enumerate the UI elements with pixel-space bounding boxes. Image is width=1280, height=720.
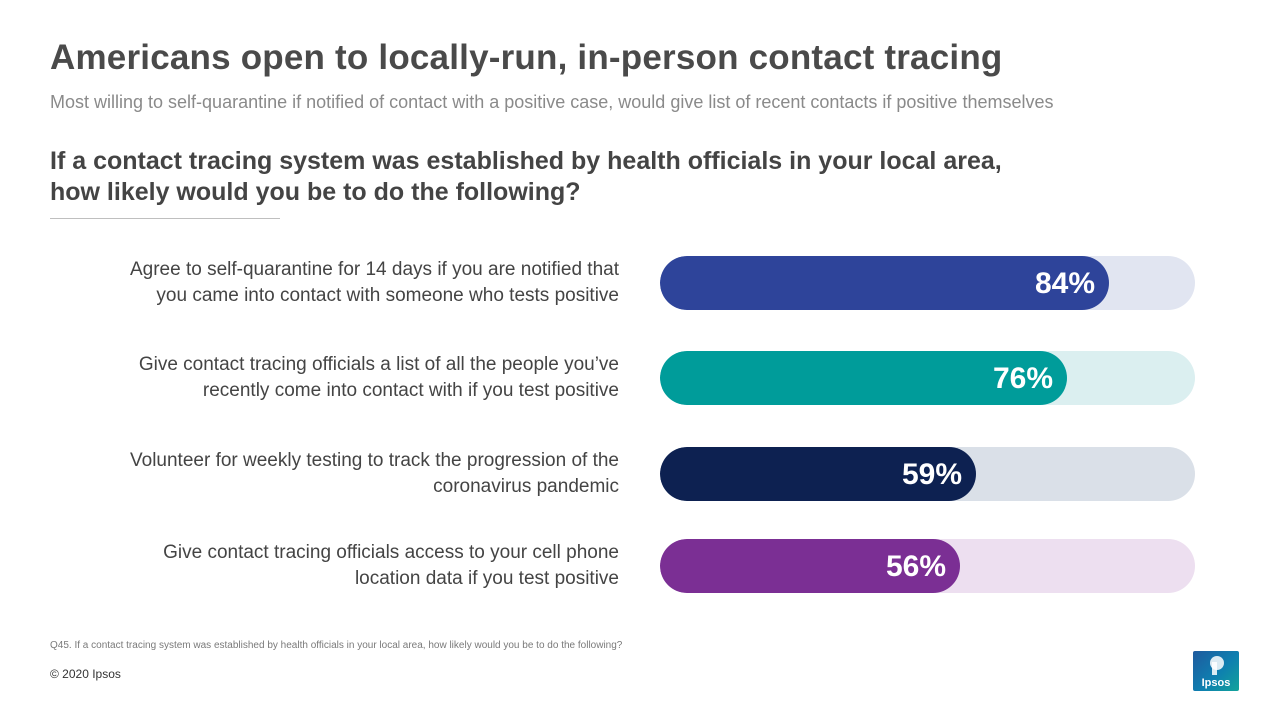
- category-label-line: you came into contact with someone who t…: [156, 285, 619, 306]
- category-label-line: Give contact tracing officials a list of…: [138, 354, 619, 375]
- category-label-line: location data if you test positive: [354, 568, 619, 589]
- footnote: Q45. If a contact tracing system was est…: [50, 640, 623, 651]
- category-label: Volunteer for weekly testing to track th…: [50, 448, 619, 500]
- category-label: Give contact tracing officials access to…: [50, 540, 619, 592]
- category-label: Give contact tracing officials a list of…: [50, 352, 619, 404]
- bar-track: 84%: [660, 256, 1195, 310]
- category-label-line: coronavirus pandemic: [433, 476, 619, 497]
- category-label-line: Volunteer for weekly testing to track th…: [130, 450, 619, 471]
- bar: [660, 256, 1109, 310]
- bar-value-label: 76%: [992, 362, 1053, 395]
- category-label: Agree to self-quarantine for 14 days if …: [50, 257, 619, 309]
- category-label-line: Agree to self-quarantine for 14 days if …: [129, 259, 619, 280]
- bar-value-label: 59%: [901, 458, 962, 491]
- bar-track: 56%: [660, 539, 1195, 593]
- logo-text: Ipsos: [1201, 677, 1231, 689]
- question-divider: [50, 218, 280, 219]
- bar-value-label: 56%: [885, 550, 946, 583]
- page-subtitle: Most willing to self-quarantine if notif…: [50, 92, 1054, 112]
- ipsos-logo: Ipsos: [1193, 651, 1239, 691]
- copyright: © 2020 Ipsos: [50, 667, 121, 681]
- bar-track: 59%: [660, 447, 1195, 501]
- survey-question-line: how likely would you be to do the follow…: [50, 178, 581, 206]
- logo-mark-icon: [1210, 656, 1224, 675]
- survey-question-line: If a contact tracing system was establis…: [50, 147, 1002, 175]
- bar-value-label: 84%: [1034, 267, 1095, 300]
- category-label-line: Give contact tracing officials access to…: [163, 542, 619, 563]
- bar-track: 76%: [660, 351, 1195, 405]
- bar: [660, 351, 1067, 405]
- bar: [660, 539, 960, 593]
- survey-question: If a contact tracing system was establis…: [50, 146, 1002, 208]
- page-title: Americans open to locally-run, in-person…: [50, 38, 1003, 77]
- category-label-line: recently come into contact with if you t…: [202, 380, 619, 401]
- bar: [660, 447, 976, 501]
